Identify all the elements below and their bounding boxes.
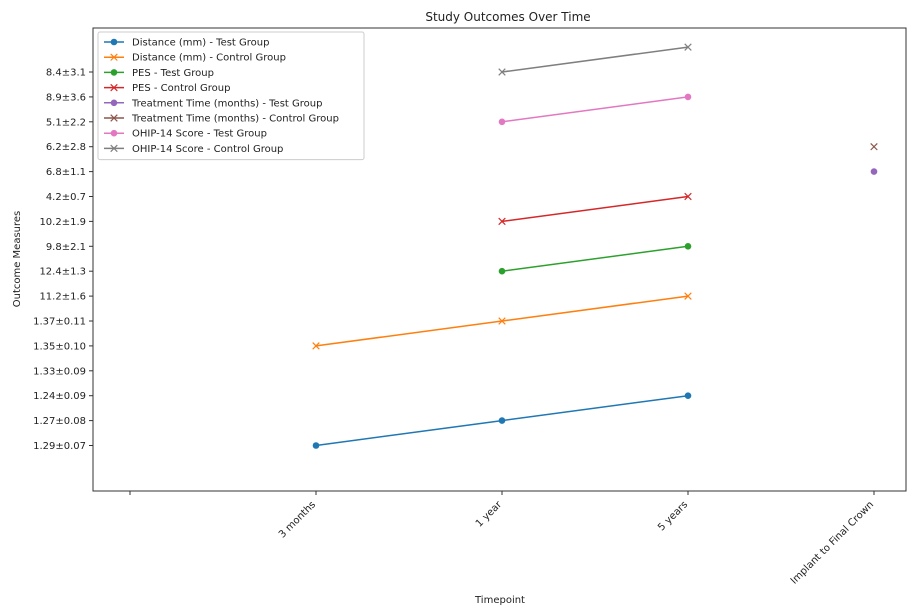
data-point (312, 342, 320, 350)
data-point (870, 142, 878, 151)
legend-item: Distance (mm) - Control Group (104, 53, 286, 64)
series-3 (498, 243, 692, 275)
y-tick-label: 1.27±0.08 (33, 416, 86, 427)
series-layer (312, 43, 878, 449)
legend-label: Distance (mm) - Test Group (132, 38, 269, 49)
y-tick-label: 11.2±1.6 (39, 292, 86, 303)
data-point (110, 69, 118, 76)
series-line (501, 245, 689, 272)
legend-item: Treatment Time (months) - Test Group (104, 98, 322, 109)
data-point (110, 144, 118, 153)
legend-item: OHIP-14 Score - Test Group (104, 129, 267, 140)
y-tick-label: 8.4±3.1 (46, 68, 86, 79)
data-point (498, 118, 506, 126)
legend-item: PES - Control Group (104, 83, 230, 94)
legend-label: OHIP-14 Score - Control Group (132, 144, 283, 155)
y-tick-label: 6.8±1.1 (46, 167, 86, 178)
y-tick-label: 4.2±0.7 (46, 192, 86, 203)
legend-item: PES - Test Group (104, 68, 214, 79)
series-2 (312, 292, 692, 350)
data-point (110, 99, 118, 107)
data-point (110, 114, 118, 122)
y-axis-label: Outcome Measures (12, 211, 23, 308)
data-point (684, 292, 692, 300)
data-point (498, 217, 506, 226)
data-point (684, 43, 692, 51)
x-tick-label: 1 year (474, 499, 505, 530)
legend-label: PES - Control Group (132, 83, 230, 94)
series-5 (870, 168, 878, 175)
data-point (110, 129, 118, 137)
y-tick-label: 8.9±3.6 (46, 92, 86, 103)
data-point (684, 93, 692, 101)
x-tick-label: Implant to Final Crown (789, 499, 876, 586)
y-tick-label: 1.29±0.07 (33, 441, 86, 452)
x-axis-label: Timepoint (474, 595, 525, 606)
legend-label: Treatment Time (months) - Control Group (131, 114, 339, 125)
plot-area (92, 27, 907, 492)
y-tick-label: 1.33±0.09 (33, 366, 86, 377)
series-line (501, 195, 689, 223)
data-point (498, 68, 506, 76)
series-7 (498, 93, 692, 126)
data-point (684, 243, 692, 250)
y-tick-label: 1.35±0.10 (33, 341, 86, 352)
chart-title: Study Outcomes Over Time (425, 10, 590, 24)
series-4 (498, 192, 692, 226)
x-axis: 3 months 1 year 5 years Implant to Final Cr… (129, 491, 876, 587)
y-tick-label: 6.2±2.8 (46, 142, 86, 153)
legend-item: OHIP-14 Score - Control Group (104, 144, 283, 155)
data-point (870, 168, 878, 175)
legend-item: Distance (mm) - Test Group (104, 38, 269, 49)
legend-item: Treatment Time (months) - Control Group (104, 114, 339, 125)
data-point (110, 53, 118, 61)
x-tick-label: 5 years (656, 499, 690, 533)
series-line (501, 46, 689, 73)
y-tick-label: 9.8±2.1 (46, 242, 86, 253)
data-point (110, 38, 118, 46)
y-tick-label: 5.1±2.2 (46, 117, 86, 128)
series-8 (498, 43, 692, 76)
y-tick-label: 1.24±0.09 (33, 391, 86, 402)
legend-label: OHIP-14 Score - Test Group (132, 129, 267, 140)
y-tick-label: 12.4±1.3 (39, 267, 86, 278)
x-tick-label: 3 months (277, 499, 318, 540)
legend-box (97, 31, 365, 161)
legend-label: Distance (mm) - Control Group (132, 53, 286, 64)
data-point (498, 417, 506, 424)
y-axis: 1.29±0.07 1.27±0.08 1.24±0.09 1.33±0.09 1.35… (33, 68, 93, 452)
data-point (498, 267, 506, 275)
legend-label: PES - Test Group (132, 68, 214, 79)
data-point (684, 392, 692, 400)
data-point (498, 317, 506, 325)
y-tick-label: 10.2±1.9 (39, 217, 86, 228)
data-point (684, 192, 692, 201)
series-line (501, 96, 689, 123)
legend-label: Treatment Time (months) - Test Group (131, 98, 322, 109)
data-point (110, 83, 118, 92)
legend: Distance (mm) - Test Group Distance (mm) … (97, 31, 365, 161)
series-1 (312, 392, 692, 449)
series-6 (870, 142, 878, 151)
data-point (312, 442, 320, 449)
y-tick-label: 1.37±0.11 (33, 317, 86, 328)
